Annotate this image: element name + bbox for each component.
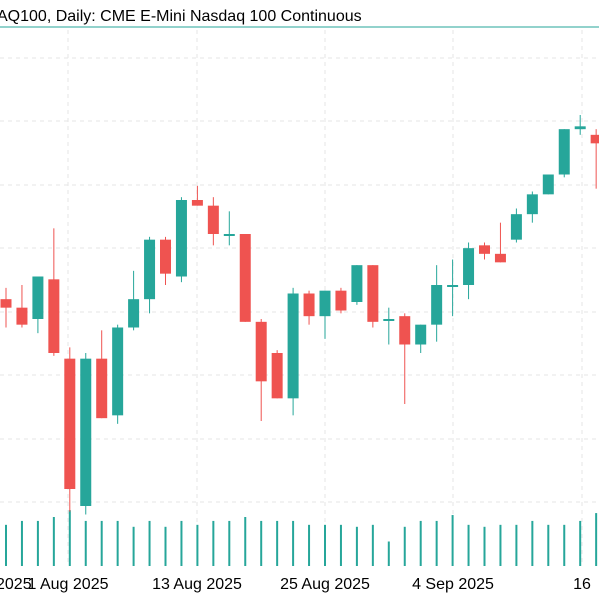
candle-body bbox=[112, 328, 123, 416]
volume-bar bbox=[260, 521, 262, 566]
x-tick-label: 1 Aug 2025 bbox=[28, 576, 109, 593]
candle-body bbox=[256, 322, 267, 382]
volume-bar bbox=[117, 521, 119, 566]
candle-body bbox=[527, 194, 538, 214]
chart-title: AQ100, Daily: CME E-Mini Nasdaq 100 Cont… bbox=[0, 8, 362, 25]
candles bbox=[1, 115, 599, 515]
volume-bar bbox=[547, 525, 549, 566]
candle-body bbox=[463, 248, 474, 285]
candle-body bbox=[559, 129, 570, 174]
candle-body bbox=[176, 200, 187, 277]
candle-body bbox=[128, 299, 139, 327]
volume-bar bbox=[292, 521, 294, 566]
candle-body bbox=[288, 294, 299, 399]
candle-body bbox=[1, 299, 12, 308]
candle-body bbox=[304, 294, 315, 317]
volume-bar bbox=[452, 515, 454, 566]
candle-body bbox=[351, 265, 362, 302]
volume-bar bbox=[372, 525, 374, 566]
volume-bar bbox=[340, 525, 342, 566]
candle-body bbox=[383, 319, 394, 321]
candle-body bbox=[335, 291, 346, 311]
candle-body bbox=[96, 359, 107, 419]
candle-body bbox=[479, 245, 490, 254]
volume-bar bbox=[324, 525, 326, 566]
candle-body bbox=[575, 126, 586, 129]
candle-body bbox=[80, 359, 91, 506]
volume-bar bbox=[308, 525, 310, 566]
volume-bar bbox=[37, 521, 39, 566]
volume-bar bbox=[436, 521, 438, 566]
candle-body bbox=[591, 135, 599, 144]
volume-bar bbox=[515, 525, 517, 566]
candle-body bbox=[160, 240, 171, 274]
volume-bar bbox=[196, 525, 198, 566]
candle-body bbox=[415, 325, 426, 345]
candle-body bbox=[511, 214, 522, 240]
candle-body bbox=[16, 308, 27, 325]
volume-bar bbox=[69, 510, 71, 566]
volume-bar bbox=[276, 521, 278, 566]
volume-bar bbox=[101, 521, 103, 566]
x-tick-label: 16 bbox=[573, 576, 591, 593]
candle-body bbox=[32, 277, 43, 320]
x-tick-label: 4 Sep 2025 bbox=[412, 576, 494, 593]
volume-bar bbox=[180, 521, 182, 566]
volume-bar bbox=[420, 521, 422, 566]
volume-bar bbox=[149, 521, 151, 566]
volume-bar bbox=[5, 525, 7, 566]
volume-bar bbox=[563, 525, 565, 566]
candle-body bbox=[208, 206, 219, 234]
volume-bar bbox=[388, 542, 390, 567]
x-tick-label: 13 Aug 2025 bbox=[152, 576, 242, 593]
candle-body bbox=[431, 285, 442, 325]
volume-bar bbox=[21, 521, 23, 566]
volume-bar bbox=[85, 521, 87, 566]
candle-body bbox=[447, 285, 458, 287]
candle-body bbox=[367, 265, 378, 322]
volume-bar bbox=[244, 517, 246, 566]
volume-bars bbox=[5, 510, 597, 566]
candle-body bbox=[192, 200, 203, 206]
candle-body bbox=[224, 234, 235, 236]
candle-body bbox=[399, 316, 410, 344]
volume-bar bbox=[53, 517, 55, 566]
candle-body bbox=[320, 291, 331, 317]
candle-body bbox=[144, 240, 155, 300]
candle-body bbox=[48, 279, 59, 353]
candle-body bbox=[495, 254, 506, 262]
volume-bar bbox=[165, 527, 167, 566]
volume-bar bbox=[212, 521, 214, 566]
volume-bar bbox=[531, 521, 533, 566]
volume-bar bbox=[595, 513, 597, 566]
volume-bar bbox=[133, 527, 135, 566]
volume-bar bbox=[356, 527, 358, 566]
volume-bar bbox=[499, 525, 501, 566]
volume-bar bbox=[404, 527, 406, 566]
x-tick-label: 25 Aug 2025 bbox=[280, 576, 370, 593]
candle-body bbox=[64, 359, 75, 489]
volume-bar bbox=[228, 521, 230, 566]
volume-bar bbox=[468, 525, 470, 566]
volume-bar bbox=[579, 521, 581, 566]
candle-body bbox=[240, 234, 251, 322]
candle-body bbox=[272, 353, 283, 398]
candle-body bbox=[543, 175, 554, 195]
volume-bar bbox=[484, 527, 486, 566]
